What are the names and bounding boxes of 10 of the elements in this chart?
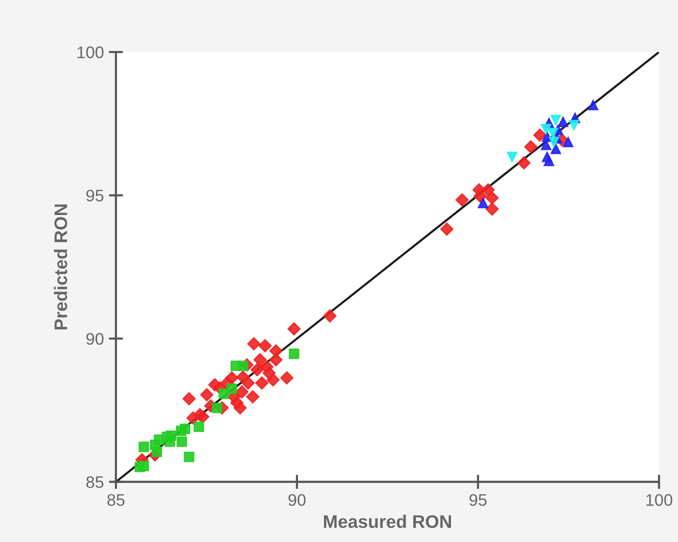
y-tick-label: 95: [86, 190, 104, 202]
x-tick-label: 100: [646, 494, 672, 506]
y-tick-label: 90: [86, 332, 104, 345]
y-tick-label: 85: [86, 476, 104, 488]
x-tick-label: 95: [470, 494, 487, 506]
y-axis-title: Predicted RON: [54, 204, 68, 330]
x-tick-label: 85: [107, 494, 125, 506]
x-tick-label: 90: [288, 494, 306, 506]
x-axis-title: Measured RON: [324, 514, 451, 528]
y-tick-label: 100: [78, 46, 104, 58]
